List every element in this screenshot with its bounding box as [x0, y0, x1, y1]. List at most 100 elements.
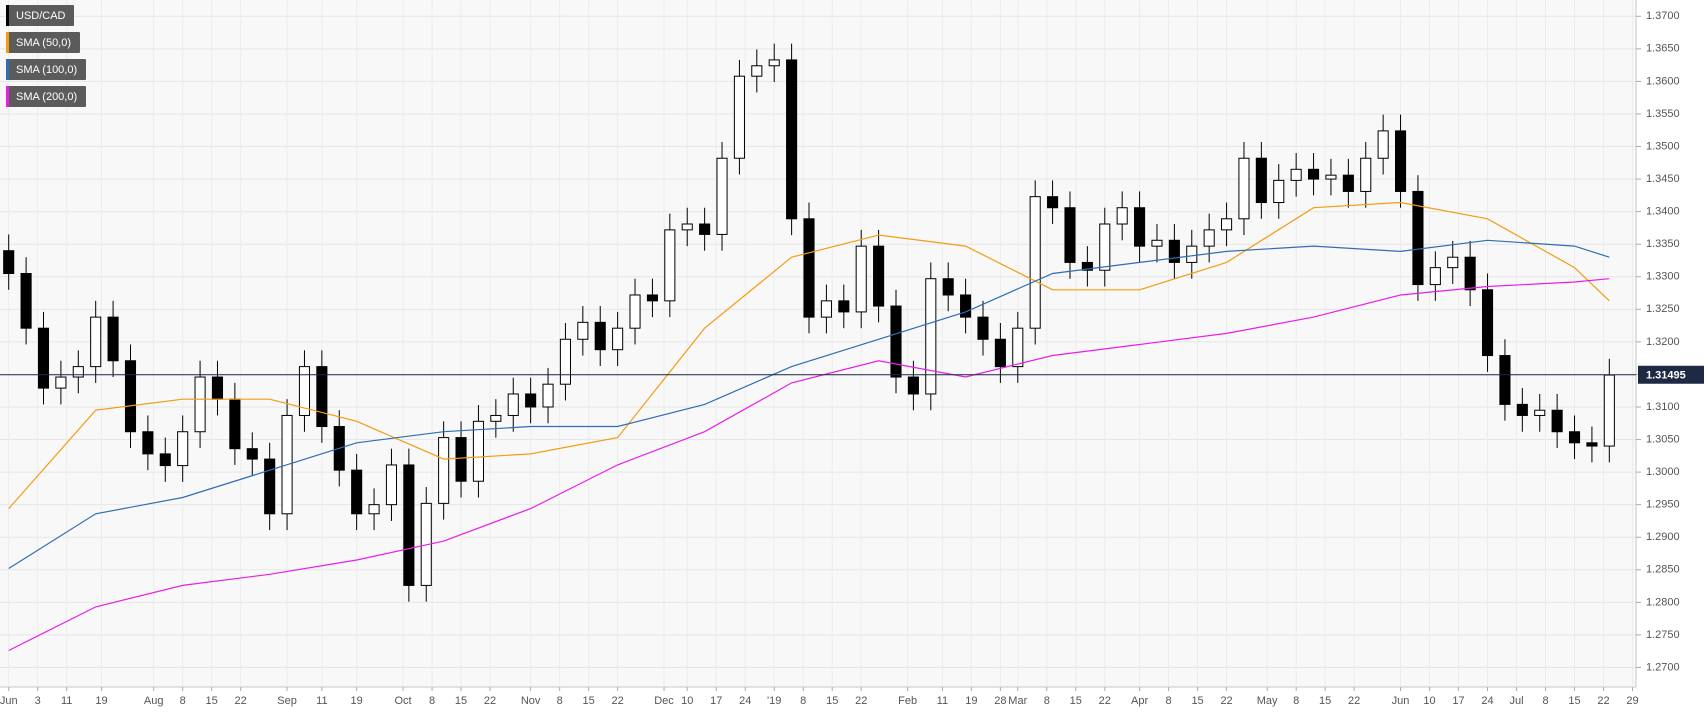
candle-body: [229, 398, 241, 450]
candle-body: [525, 393, 537, 408]
legend-swatch: [6, 59, 9, 80]
candle-body: [1568, 431, 1581, 444]
candle-body: [577, 321, 589, 340]
candle-body: [1134, 207, 1146, 247]
candle-body: [1081, 261, 1093, 271]
candle-body: [211, 376, 224, 400]
y-tick-label: 1.3000: [1646, 466, 1680, 478]
candle-body: [1464, 256, 1476, 291]
candle-body: [1151, 239, 1163, 247]
candle-body: [1360, 157, 1372, 192]
x-tick-label: Mar: [1008, 695, 1027, 707]
y-tick-label: 1.2950: [1646, 499, 1680, 511]
candle-body: [1290, 168, 1302, 181]
candle-body: [751, 65, 763, 77]
candle-body: [1325, 174, 1337, 180]
candle-body: [925, 278, 937, 395]
legend-swatch: [6, 5, 9, 26]
x-tick-label: 8: [1044, 695, 1050, 707]
plot-background: [0, 0, 1636, 687]
x-tick-label: Sep: [277, 695, 297, 707]
candle-body: [994, 338, 1006, 368]
x-tick-label: 15: [583, 695, 595, 707]
x-tick-label: 15: [455, 695, 467, 707]
axes: 1.2700 1.2750 1.2800 1.2850 1.2900 1.2950 1.30…: [0, 10, 1680, 707]
y-tick-label: 1.3500: [1646, 140, 1680, 152]
x-tick-label: May: [1257, 695, 1278, 707]
legend-item: SMA (100,0): [6, 59, 86, 80]
candle-body: [316, 366, 328, 428]
candle-body: [438, 437, 450, 504]
x-tick-label: 10: [1423, 695, 1435, 707]
legend-box: [6, 32, 80, 53]
candle-body: [1308, 168, 1320, 180]
candle-body: [455, 437, 467, 482]
candle-body: [1603, 374, 1615, 447]
candle-body: [873, 245, 885, 307]
candle-body: [1377, 130, 1389, 159]
candle-body: [1168, 239, 1180, 263]
candle-body: [472, 420, 484, 482]
candle-body: [733, 75, 745, 159]
candle-body: [699, 223, 711, 235]
x-tick-label: Feb: [898, 695, 917, 707]
x-tick-label: 19: [351, 695, 363, 707]
candle-body: [142, 431, 154, 455]
x-tick-label: 22: [235, 695, 247, 707]
x-tick-label: 24: [1481, 695, 1493, 707]
candle-body: [768, 59, 780, 67]
y-tick-label: 1.2850: [1646, 564, 1680, 576]
candle-body: [1273, 179, 1285, 204]
candle-body: [803, 218, 815, 318]
x-tick-label: 15: [826, 695, 838, 707]
x-tick-label: 11: [937, 695, 948, 707]
x-tick-label: 15: [1191, 695, 1203, 707]
x-tick-label: 10: [681, 695, 693, 707]
y-tick-label: 1.3400: [1646, 206, 1680, 218]
sma-line: [8, 278, 1610, 652]
legend-swatch: [6, 86, 9, 107]
candle-body: [1064, 207, 1076, 263]
candle-body: [1203, 229, 1215, 247]
candle-body: [960, 294, 972, 318]
candle-body: [385, 464, 398, 506]
candle-body: [1429, 267, 1441, 286]
legend-label: SMA (100,0): [16, 64, 77, 76]
candle-body: [1481, 289, 1494, 357]
last-price-box: [1638, 365, 1704, 384]
candle-body: [1499, 355, 1511, 405]
x-tick-label: 15: [1070, 695, 1082, 707]
legend-label: SMA (50,0): [16, 37, 71, 49]
x-tick-label: 11: [61, 695, 72, 707]
y-tick-label: 1.3600: [1646, 75, 1680, 87]
legend-swatch: [6, 32, 9, 53]
candle-body: [542, 383, 554, 408]
candle-body: [1447, 256, 1459, 269]
x-tick-label: 8: [180, 695, 186, 707]
x-tick-label: 24: [739, 695, 751, 707]
x-tick-label: 8: [800, 695, 806, 707]
candle-body: [1029, 196, 1041, 329]
y-tick-label: 1.3050: [1646, 433, 1680, 445]
legend-item: SMA (200,0): [6, 86, 86, 107]
candle-body: [351, 469, 363, 515]
legend-label: USD/CAD: [16, 10, 66, 22]
x-tick-label: 22: [855, 695, 867, 707]
x-tick-label: Jul: [1510, 695, 1524, 707]
y-tick-label: 1.3700: [1646, 10, 1680, 22]
candle-body: [403, 464, 415, 586]
x-tick-label: 15: [1319, 695, 1331, 707]
y-tick-label: 1.3300: [1646, 271, 1680, 283]
candle-body: [629, 294, 641, 329]
candle-body: [1342, 174, 1354, 192]
x-tick-label: 22: [1348, 695, 1360, 707]
candle-body: [1238, 157, 1250, 220]
y-tick-label: 1.3250: [1646, 303, 1680, 315]
candle-body: [90, 316, 102, 368]
y-tick-label: 1.2750: [1646, 629, 1680, 641]
candle-body: [977, 316, 989, 340]
y-tick-label: 1.3550: [1646, 108, 1680, 120]
legend-box: [6, 5, 74, 26]
